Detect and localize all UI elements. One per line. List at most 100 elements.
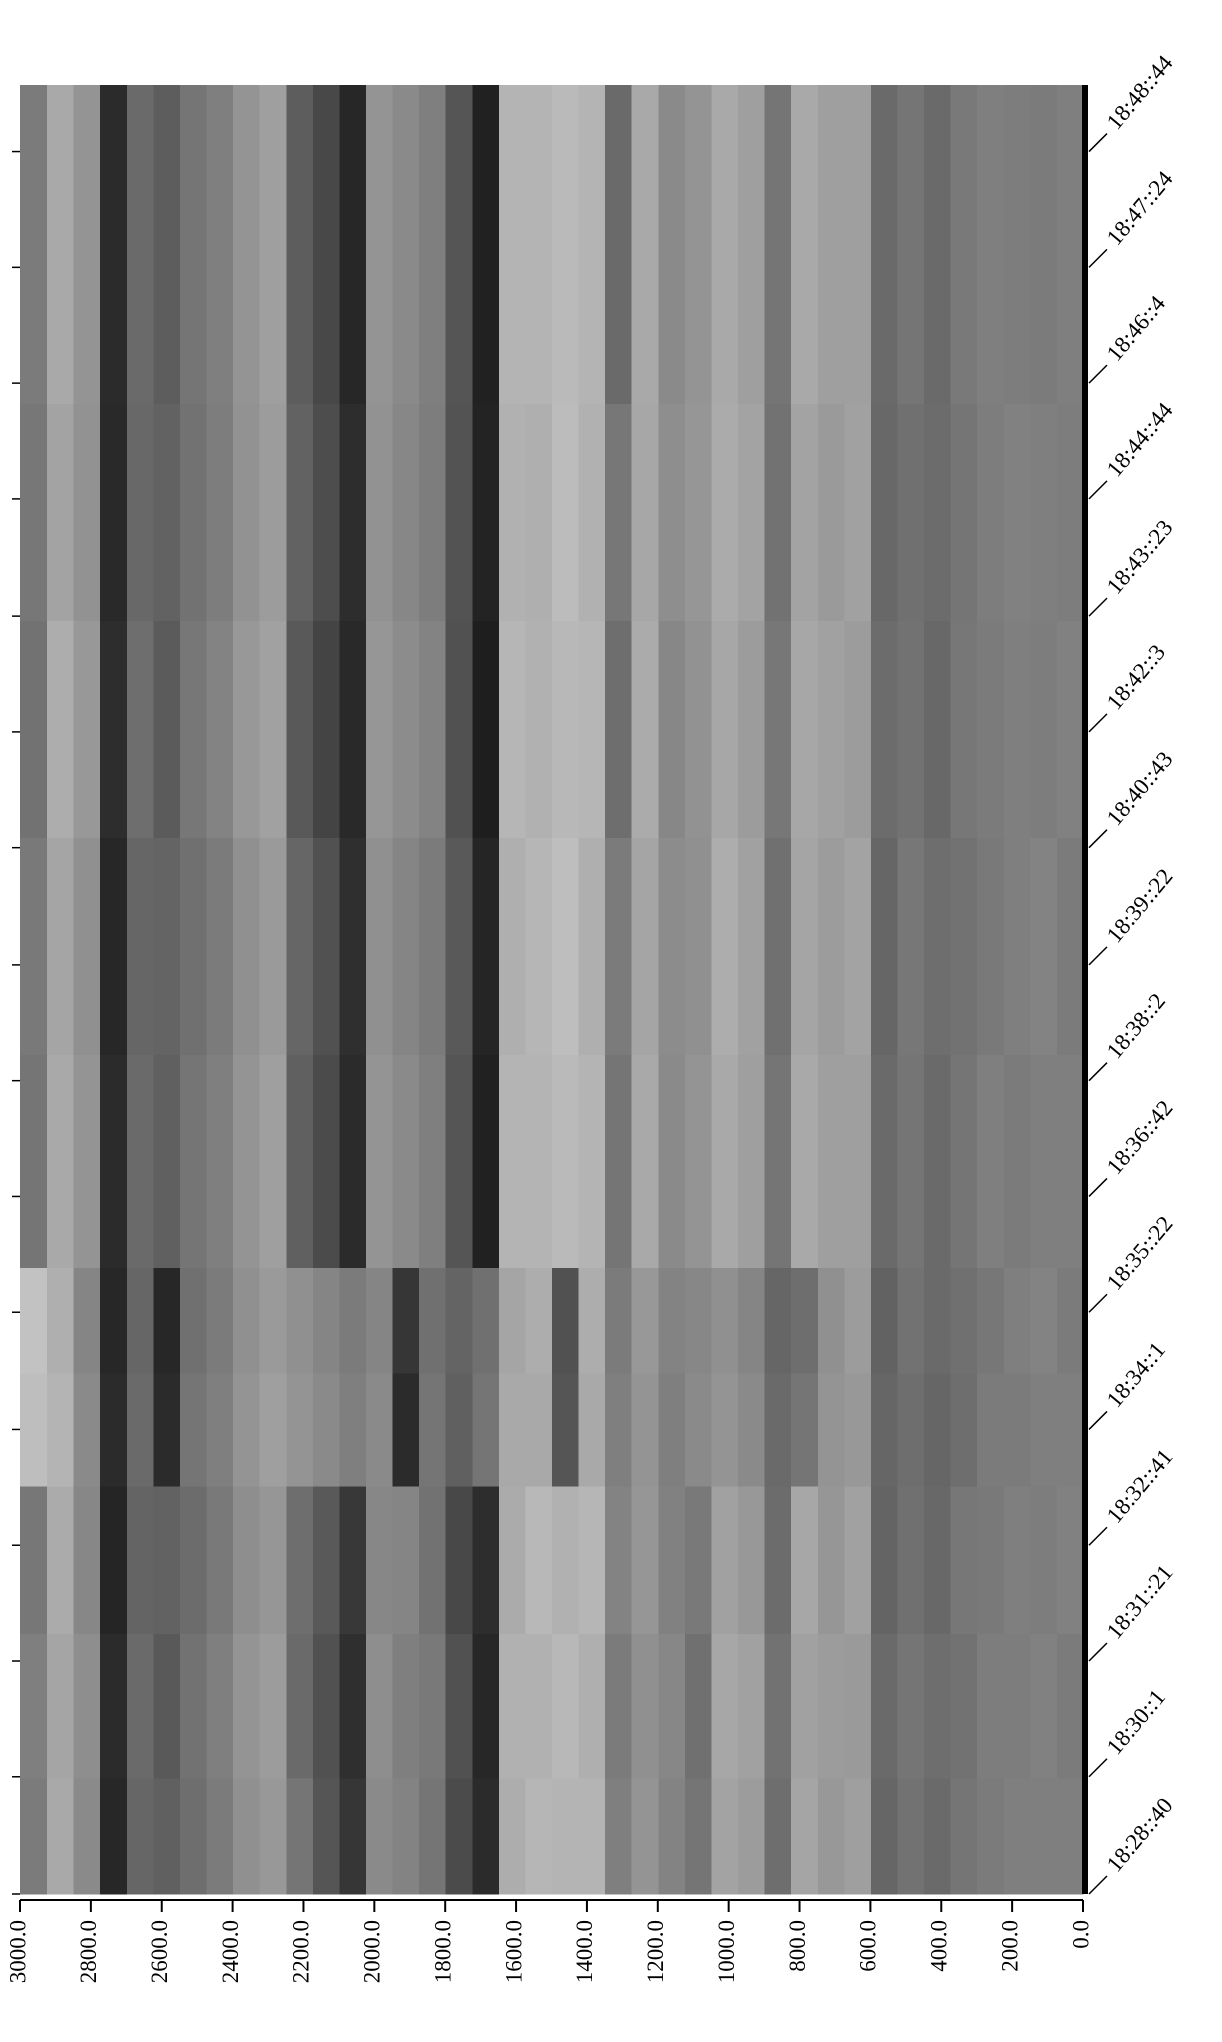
- heatmap-cell: [604, 1778, 632, 1895]
- heatmap-cell: [870, 1778, 898, 1895]
- heatmap-cell: [312, 1054, 340, 1268]
- heatmap-cell: [312, 1267, 340, 1374]
- heatmap-cell: [392, 837, 420, 1056]
- heatmap-cell: [524, 837, 552, 1056]
- heatmap-cell: [684, 1778, 712, 1895]
- heatmap-cell: [285, 1054, 313, 1268]
- heatmap-cell: [1003, 837, 1031, 1056]
- heatmap-cell: [551, 620, 579, 839]
- x-tick-label: 1600.0: [501, 1920, 526, 1983]
- heatmap-cell: [152, 1633, 180, 1779]
- y-tick-label: 18:28::40: [1102, 1793, 1178, 1877]
- x-tick-label: 2400.0: [218, 1920, 243, 1983]
- heatmap-cell: [604, 403, 632, 621]
- heatmap-cell: [817, 620, 845, 839]
- heatmap-cell: [73, 85, 101, 404]
- heatmap-cell: [126, 620, 154, 839]
- heatmap-cell: [604, 620, 632, 839]
- heatmap-cell: [817, 1267, 845, 1374]
- heatmap-cell: [551, 85, 579, 404]
- heatmap-cell: [471, 403, 499, 621]
- y-tick: [1088, 133, 1108, 153]
- heatmap-cell: [631, 85, 659, 404]
- heatmap-cell: [817, 403, 845, 621]
- heatmap-cell: [338, 1267, 366, 1374]
- heatmap-cell: [365, 620, 393, 839]
- heatmap-cell: [1029, 837, 1057, 1056]
- y-tick: [1088, 248, 1108, 268]
- heatmap-cell: [259, 1633, 287, 1779]
- heatmap-cell: [46, 837, 74, 1056]
- heatmap-cell: [737, 1267, 765, 1374]
- y-tick-label: 18:46::4: [1102, 291, 1171, 366]
- heatmap-cell: [1029, 1373, 1057, 1487]
- heatmap-cell: [99, 403, 127, 621]
- y-tick: [1088, 1177, 1108, 1197]
- heatmap-cell: [445, 1485, 473, 1635]
- heatmap-cell: [631, 620, 659, 839]
- heatmap-cell: [684, 1267, 712, 1374]
- heatmap-cell: [923, 1054, 951, 1268]
- heatmap-cell: [1056, 1054, 1084, 1268]
- heatmap-cell: [445, 1778, 473, 1895]
- heatmap-cell: [338, 403, 366, 621]
- heatmap-cell: [418, 1267, 446, 1374]
- heatmap-cell: [1029, 85, 1057, 404]
- heatmap-cell: [99, 1054, 127, 1268]
- heatmap-cell: [843, 403, 871, 621]
- heatmap-cell: [206, 1267, 234, 1374]
- heatmap-cell: [179, 1485, 207, 1635]
- heatmap-cell: [843, 1485, 871, 1635]
- heatmap-cell: [126, 1267, 154, 1374]
- heatmap-cell: [631, 1485, 659, 1635]
- heatmap-cell: [498, 1633, 526, 1779]
- heatmap-cell: [657, 620, 685, 839]
- heatmap-cell: [206, 85, 234, 404]
- heatmap-cell: [73, 837, 101, 1056]
- heatmap-cell: [870, 85, 898, 404]
- heatmap-cell: [578, 1778, 606, 1895]
- heatmap-cell: [843, 1267, 871, 1374]
- heatmap-cell: [338, 1373, 366, 1487]
- heatmap-cell: [152, 1485, 180, 1635]
- y-tick: [1088, 1293, 1108, 1313]
- heatmap-cell: [764, 1778, 792, 1895]
- heatmap-cell: [152, 1373, 180, 1487]
- y-tick-label: 18:38::2: [1102, 988, 1170, 1063]
- heatmap-cell: [498, 837, 526, 1056]
- heatmap-cell: [843, 837, 871, 1056]
- heatmap-cell: [578, 837, 606, 1056]
- heatmap-cell: [418, 1633, 446, 1779]
- x-tick-label: 600.0: [856, 1920, 881, 1972]
- heatmap-cell: [46, 1267, 74, 1374]
- heatmap-cell: [20, 620, 48, 839]
- heatmap-cell: [99, 1267, 127, 1374]
- heatmap-cell: [152, 1778, 180, 1895]
- heatmap-cell: [764, 1267, 792, 1374]
- heatmap-cell: [312, 1485, 340, 1635]
- heatmap-cell: [498, 85, 526, 404]
- heatmap-cell: [20, 403, 48, 621]
- heatmap-cell: [764, 620, 792, 839]
- heatmap-cell: [737, 1373, 765, 1487]
- heatmap-cell: [710, 1633, 739, 1779]
- heatmap-cell: [312, 1373, 340, 1487]
- heatmap-cell: [179, 1633, 207, 1779]
- heatmap-cell: [365, 1778, 393, 1895]
- y-tick-label: 18:34::1: [1102, 1337, 1170, 1412]
- heatmap-cell: [737, 1633, 765, 1779]
- heatmap-cell: [179, 1267, 207, 1374]
- heatmap-cell: [896, 1267, 925, 1374]
- y-tick: [1088, 480, 1108, 500]
- heatmap-cell: [710, 1267, 739, 1374]
- heatmap-cell: [1029, 620, 1057, 839]
- y-tick-label: 18:35::22: [1102, 1211, 1178, 1295]
- x-tick-label: 0.0: [1068, 1920, 1093, 1949]
- heatmap-cell: [471, 1778, 499, 1895]
- heatmap-cell: [551, 403, 579, 621]
- heatmap-cell: [392, 1054, 420, 1268]
- heatmap-cell: [631, 1633, 659, 1779]
- heatmap-cell: [976, 1778, 1004, 1895]
- heatmap-cell: [843, 1633, 871, 1779]
- heatmap-cell: [870, 837, 898, 1056]
